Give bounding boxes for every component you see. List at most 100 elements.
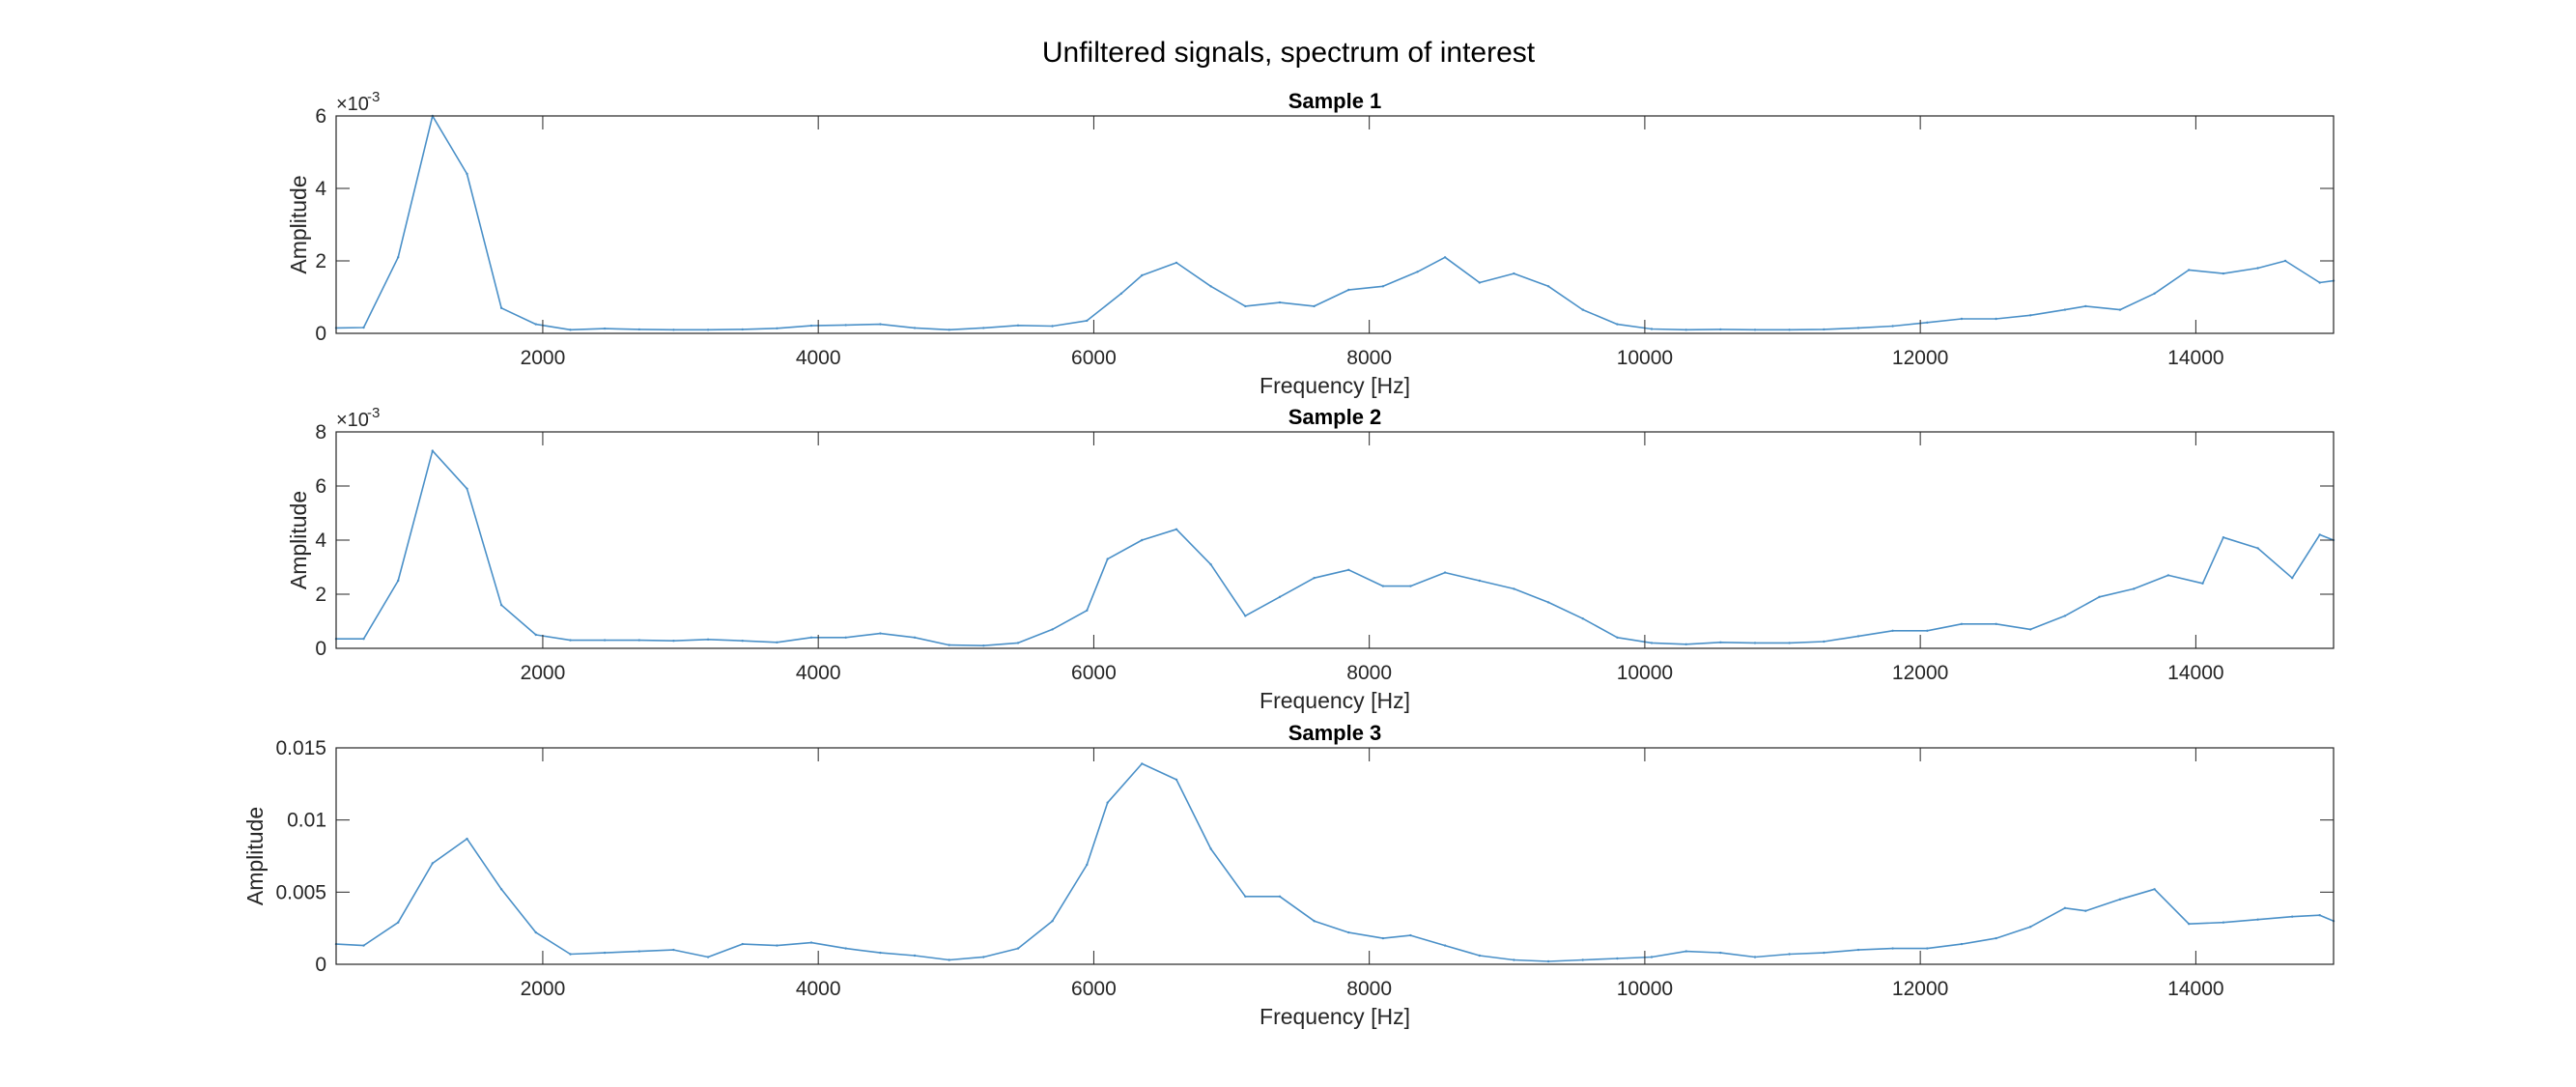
data-point [2029, 628, 2032, 631]
data-point [1513, 272, 1515, 275]
x-tick-label: 6000 [1071, 978, 1117, 1000]
data-point [913, 954, 917, 958]
data-point [1891, 947, 1894, 950]
data-point [741, 640, 744, 643]
data-point [2222, 272, 2225, 275]
y-tick-label: 4 [315, 529, 326, 552]
data-point [1546, 959, 1550, 963]
data-point [362, 326, 365, 329]
exponent-multiplier: ×10 [336, 94, 369, 115]
data-point [1546, 601, 1550, 604]
data-point [2166, 574, 2170, 577]
data-point [2029, 314, 2032, 317]
x-tick-label: 12000 [1892, 662, 1948, 684]
data-point [1478, 579, 1482, 583]
subplot-2: 2000 4000 6000 8000 10000 12000 14000 0 2 4 6 8 Samp… [286, 405, 2335, 713]
data-point [776, 944, 778, 947]
data-point [603, 951, 607, 955]
data-point [1995, 317, 1997, 321]
y-tick-label: 0 [315, 638, 326, 660]
data-point [603, 327, 607, 330]
x-tick-label: 10000 [1617, 662, 1673, 684]
data-point [397, 579, 400, 583]
data-point [982, 956, 985, 958]
data-point [1016, 642, 1020, 644]
data-point [1650, 642, 1654, 644]
x-axis-label: Frequency [Hz] [1260, 373, 1410, 398]
data-point [1381, 585, 1385, 587]
x-tick-label: 2000 [521, 662, 566, 684]
data-point [948, 644, 950, 646]
data-point [1016, 947, 1020, 950]
subplot-3: 2000 4000 6000 8000 10000 12000 14000 0 0.005 0.0… [242, 721, 2335, 1029]
data-point [672, 948, 675, 952]
x-tick-label: 2000 [521, 978, 566, 1000]
data-point [569, 953, 572, 956]
data-point [1891, 629, 1894, 632]
data-point [2283, 259, 2287, 263]
y-tick-label: 0.005 [275, 881, 326, 903]
data-point [1856, 327, 1860, 329]
data-point [1416, 271, 1419, 273]
data-point [1753, 329, 1757, 331]
data-point [2153, 888, 2156, 891]
data-point [1995, 936, 1997, 940]
data-point [1856, 635, 1860, 638]
data-point [1684, 643, 1687, 645]
data-point [1175, 778, 1178, 782]
data-point [2029, 926, 2032, 929]
data-point [2153, 292, 2156, 295]
data-point [2063, 615, 2067, 617]
data-point [1443, 256, 1447, 259]
data-point [1650, 328, 1654, 330]
axes-box [335, 115, 2335, 334]
data-point [534, 633, 537, 637]
data-point [431, 862, 434, 865]
data-point [1244, 304, 1247, 308]
plot-area [336, 116, 2334, 333]
data-point [913, 636, 917, 639]
data-point [706, 638, 710, 641]
axes-layer: 2000 4000 6000 8000 10000 12000 14000 0 2 4 6 Sampl… [242, 89, 2335, 1029]
data-point [1823, 328, 1826, 331]
data-point [948, 958, 950, 961]
y-tick-label: 0.01 [287, 810, 326, 832]
data-point [2318, 914, 2321, 917]
data-point [1278, 595, 1282, 598]
data-point [1175, 261, 1178, 265]
data-point [1856, 948, 1860, 952]
exponent-power: -3 [367, 89, 380, 105]
data-point [1995, 622, 1997, 625]
x-tick-label: 8000 [1346, 978, 1392, 1000]
exponent-multiplier: ×10 [336, 410, 369, 431]
data-point [499, 888, 503, 891]
data-point [1381, 285, 1385, 288]
data-point [2201, 582, 2204, 585]
data-point [1244, 615, 1247, 617]
data-point [2063, 308, 2067, 311]
data-point [1051, 920, 1054, 923]
data-point [1926, 321, 1929, 324]
data-point [2291, 915, 2294, 918]
data-point [1106, 801, 1109, 804]
data-point [879, 632, 882, 635]
data-point [809, 636, 813, 639]
data-point [2133, 587, 2136, 590]
data-point [2118, 898, 2122, 901]
data-point [1016, 324, 1020, 327]
data-point [1443, 944, 1447, 947]
data-point [362, 638, 365, 641]
x-tick-label: 14000 [2167, 347, 2223, 369]
data-point [1616, 957, 1619, 960]
data-point [637, 950, 640, 953]
data-point [2063, 906, 2067, 909]
data-point [2318, 533, 2321, 536]
data-point [1119, 292, 1123, 295]
data-point [1209, 847, 1212, 850]
subplot-title: Sample 1 [1288, 89, 1382, 113]
data-point [982, 644, 985, 647]
data-point [1409, 933, 1412, 937]
data-point [1513, 958, 1515, 961]
data-point [1141, 273, 1144, 277]
data-point [706, 329, 710, 331]
